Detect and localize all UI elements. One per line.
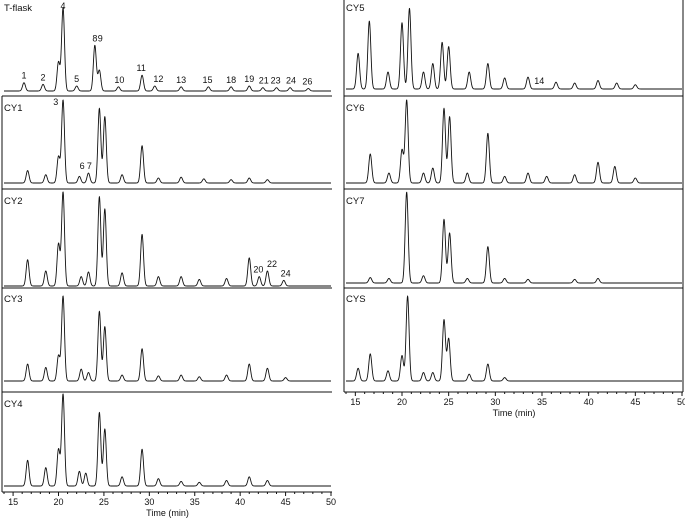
chromatogram-trace <box>345 99 683 184</box>
x-axis-label: Time (min) <box>493 408 536 418</box>
x-tick-label: 45 <box>281 497 291 507</box>
x-tick-label: 50 <box>677 397 685 407</box>
peak-label: 19 <box>244 74 254 84</box>
panel-label: CY2 <box>4 196 22 207</box>
panel-label: CY4 <box>4 399 22 410</box>
x-tick-label: 35 <box>537 397 547 407</box>
panel-cy6: CY6 <box>344 99 683 190</box>
peak-label: 11 <box>136 63 145 73</box>
panel-label: CY3 <box>4 294 22 305</box>
peak-label: 4 <box>61 1 66 11</box>
x-tick-label: 40 <box>235 497 245 507</box>
panel-label: CY6 <box>346 103 364 114</box>
peak-label: 9 <box>98 33 103 43</box>
panel-cy7: CY7 <box>344 191 683 289</box>
peak-label: 23 <box>271 76 281 86</box>
peak-label: 3 <box>53 97 58 107</box>
chromatogram-trace <box>345 7 683 90</box>
x-tick-label: 40 <box>584 397 594 407</box>
x-tick-label: 15 <box>8 497 18 507</box>
x-tick-label: 30 <box>144 497 154 507</box>
x-tick-label: 30 <box>490 397 500 407</box>
peak-label: 20 <box>253 265 263 275</box>
peak-label: 24 <box>281 268 291 278</box>
panel-label: CYS <box>346 294 366 305</box>
panel-label: T-flask <box>4 3 32 14</box>
panel-cys: CYS 15 20 25 30 35 40 45 50 Time (min) <box>344 294 685 418</box>
chromatogram-trace <box>3 393 332 487</box>
peak-label: 21 <box>259 76 269 86</box>
x-tick-label: 25 <box>99 497 109 507</box>
x-tick-label: 25 <box>444 397 454 407</box>
x-tick-label: 45 <box>630 397 640 407</box>
panel-cy5: CY5 14 <box>344 3 683 97</box>
panel-label: CY7 <box>346 196 364 207</box>
peak-label: 14 <box>534 76 544 86</box>
peak-label: 13 <box>176 75 186 85</box>
x-tick-label: 20 <box>397 397 407 407</box>
x-tick-label: 15 <box>350 397 360 407</box>
chromatogram-trace <box>3 191 332 287</box>
panel-label: CY1 <box>4 103 22 114</box>
peak-label: 2 <box>41 72 46 82</box>
chromatogram-trace <box>3 295 332 382</box>
panel-cy1: CY1 3 6 7 <box>2 97 332 190</box>
peak-label: 7 <box>87 161 92 171</box>
peak-label: 10 <box>114 75 124 85</box>
panel-label: CY5 <box>346 3 364 14</box>
peak-label: 1 <box>21 71 26 81</box>
chromatogram-trace <box>345 295 683 382</box>
peak-label: 18 <box>226 75 236 85</box>
panel-cy4: CY4 15 20 25 30 35 40 45 50 Time (min) <box>2 393 336 518</box>
x-tick-label: 50 <box>326 497 336 507</box>
x-axis-label: Time (min) <box>146 508 189 518</box>
x-tick-label: 35 <box>190 497 200 507</box>
peak-label: 12 <box>153 74 163 84</box>
peak-label: 22 <box>267 259 277 269</box>
peak-label: 26 <box>302 77 312 87</box>
peak-label: 6 <box>80 161 85 171</box>
peak-label: 5 <box>74 74 79 84</box>
chromatogram-trace <box>345 191 683 284</box>
panel-cy3: CY3 <box>2 294 332 393</box>
x-tick-label: 20 <box>53 497 63 507</box>
peak-label: 24 <box>286 76 296 86</box>
chromatogram-trace <box>3 99 332 184</box>
chromatogram-trace <box>3 7 332 92</box>
peak-label: 15 <box>202 75 212 85</box>
panel-cy2: CY2 20 22 24 <box>2 191 332 289</box>
peak-label: 8 <box>92 33 97 43</box>
